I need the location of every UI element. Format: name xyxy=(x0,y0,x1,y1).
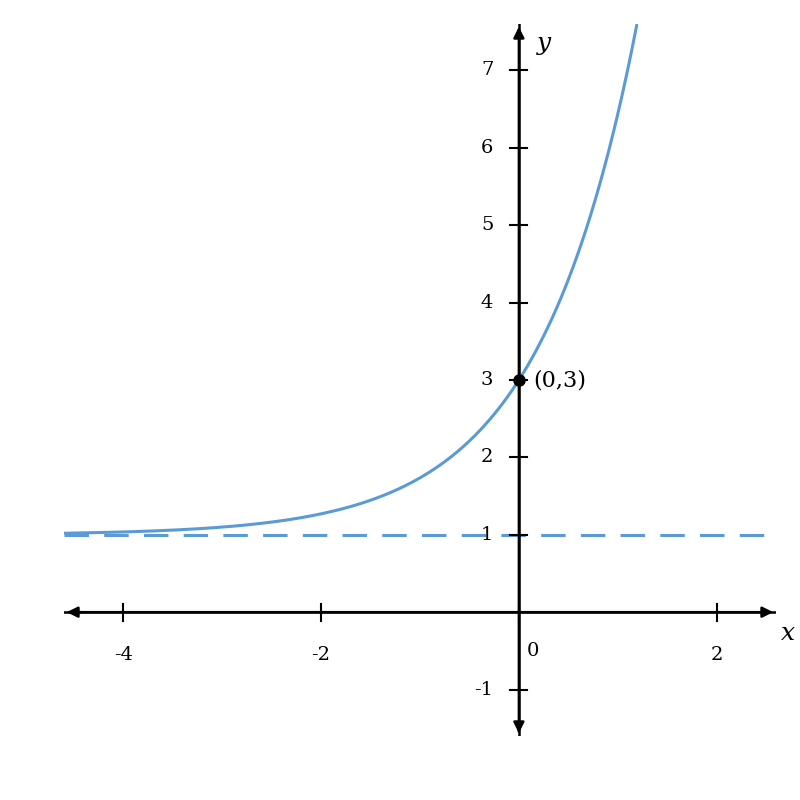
Text: 6: 6 xyxy=(481,139,494,157)
Text: 3: 3 xyxy=(481,371,494,389)
Text: 0: 0 xyxy=(527,642,539,660)
Text: -2: -2 xyxy=(312,646,330,664)
Text: 7: 7 xyxy=(481,62,494,79)
Text: 5: 5 xyxy=(481,216,494,234)
Text: (0,3): (0,3) xyxy=(534,369,586,391)
Text: 2: 2 xyxy=(481,448,494,466)
Text: x: x xyxy=(781,622,795,646)
Text: 1: 1 xyxy=(481,526,494,544)
Text: -1: -1 xyxy=(474,681,494,698)
Text: -4: -4 xyxy=(114,646,133,664)
Text: y: y xyxy=(537,32,551,54)
Text: 4: 4 xyxy=(481,294,494,312)
Text: 2: 2 xyxy=(710,646,723,664)
